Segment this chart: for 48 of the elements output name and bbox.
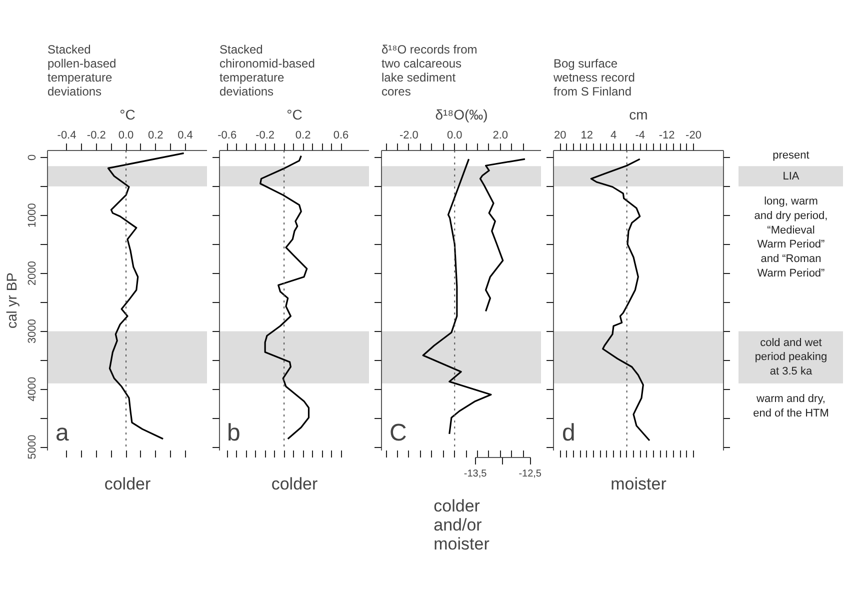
x-tick-label: 20 — [554, 130, 566, 142]
text: moister — [610, 474, 667, 494]
text: colder — [271, 474, 318, 494]
x-tick-label: 4 — [610, 130, 617, 142]
y-tick-label: 1000 — [26, 203, 38, 228]
text: present — [772, 150, 810, 162]
x-tick-label: 0.2 — [148, 130, 164, 142]
text: cold and wet period peaking at 3.5 ka — [754, 336, 828, 378]
x-tick-label: -12 — [658, 130, 675, 142]
x-tick-label: 0.0 — [446, 130, 462, 142]
x-tick-label: -20 — [686, 130, 702, 142]
x-axis-title: °C — [120, 106, 136, 122]
text: colder and/or moister — [434, 496, 490, 554]
x2-tick-label: -12,5 — [518, 468, 542, 480]
x-tick-label: -2.0 — [399, 130, 418, 142]
x-tick-label: -0.4 — [57, 130, 76, 142]
x-tick-label: -0.2 — [86, 130, 106, 142]
y-tick-label: 0 — [26, 154, 38, 161]
chart-title: δ¹⁸O records from two calcareous lake sediment cores — [382, 42, 478, 98]
y-tick-label: 4000 — [26, 376, 38, 402]
annotation: a — [56, 420, 70, 446]
chart-title: Bog surface wetness record from S Finland — [552, 56, 635, 98]
chart-title: Stacked pollen-based temperature deviations — [48, 42, 116, 98]
y-axis-title: cal yr BP — [4, 272, 20, 329]
x-tick-label: -0.6 — [218, 130, 237, 142]
x-axis-title: °C — [286, 106, 302, 122]
text: colder — [104, 474, 151, 494]
x-tick-label: 0.4 — [178, 130, 193, 142]
x-axis-title: cm — [629, 106, 648, 122]
text: LIA — [782, 170, 800, 182]
text: warm and dry, end of the HTM — [753, 393, 829, 420]
x-tick-label: 0.6 — [333, 130, 349, 142]
y-tick-label: 5000 — [26, 434, 38, 460]
chart-title: Stacked chironomid-based temperature deviations — [220, 42, 315, 98]
x-tick-label: -4 — [635, 130, 646, 142]
text: long, warm and dry period, “Medieval Warm Period” and “Roman Warm Period” — [754, 196, 828, 280]
y-tick-label: 3000 — [26, 318, 38, 344]
y-tick-label: 2000 — [26, 261, 38, 286]
x-tick-label: -0.2 — [256, 130, 275, 142]
x-tick-label: 12 — [580, 130, 593, 142]
x-tick-label: 2.0 — [492, 130, 508, 142]
annotation: b — [227, 420, 240, 446]
annotation: d — [562, 420, 576, 446]
x-tick-label: 0.0 — [118, 130, 134, 142]
annotation: C — [390, 420, 407, 446]
x-tick-label: 0.2 — [295, 130, 311, 142]
x2-tick-label: -13,5 — [464, 468, 488, 480]
x-axis-title: δ¹⁸O(‰) — [435, 106, 488, 122]
